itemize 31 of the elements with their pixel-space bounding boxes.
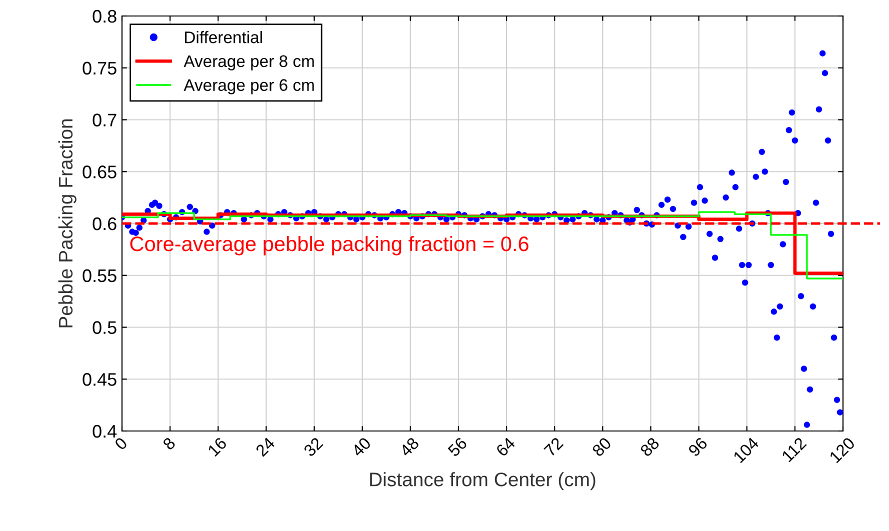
x-tick-label: 96: [688, 436, 708, 458]
x-tick-label: 112: [781, 436, 807, 462]
y-tick-label: 0.8: [92, 10, 116, 23]
x-tick-label: 48: [398, 436, 420, 458]
x-tick-label: 0: [114, 436, 128, 451]
y-axis-title: Pebble Packing Fraction: [58, 119, 76, 328]
x-tick-label: 72: [543, 436, 564, 457]
x-tick-label: 104: [732, 436, 760, 464]
y-tick-label: 0.5: [92, 321, 116, 334]
y-tick-label: 0.7: [92, 114, 116, 126]
y-tick-label: 0.55: [82, 269, 116, 282]
y-tick-label: 0.65: [82, 166, 116, 178]
x-tick-label: 16: [207, 436, 228, 457]
y-tick-label: 0.4: [92, 424, 117, 438]
x-tick-label: 80: [591, 436, 612, 458]
y-tick-label: 0.75: [82, 62, 116, 75]
x-tick-label: 40: [350, 436, 372, 458]
x-tick-label: 8: [162, 436, 176, 451]
x-tick-label: 120: [828, 436, 856, 464]
x-tick-label: 24: [255, 436, 276, 457]
y-tick-label: 0.45: [82, 373, 116, 386]
x-tick-label: 56: [447, 436, 468, 458]
y-tick-label: 0.6: [92, 217, 116, 230]
legend-label: Average per 8 cm: [184, 55, 314, 70]
x-tick-label: 32: [302, 436, 324, 458]
legend-label: Average per 6 cm: [184, 79, 314, 94]
x-axis-title: Distance from Center (cm): [370, 472, 596, 490]
ref-line-label: Core-average pebble packing fraction = 0.6: [130, 236, 528, 256]
x-tick-label: 64: [495, 436, 516, 458]
x-tick-label: 88: [640, 436, 660, 458]
legend-label: Differential: [185, 31, 262, 44]
